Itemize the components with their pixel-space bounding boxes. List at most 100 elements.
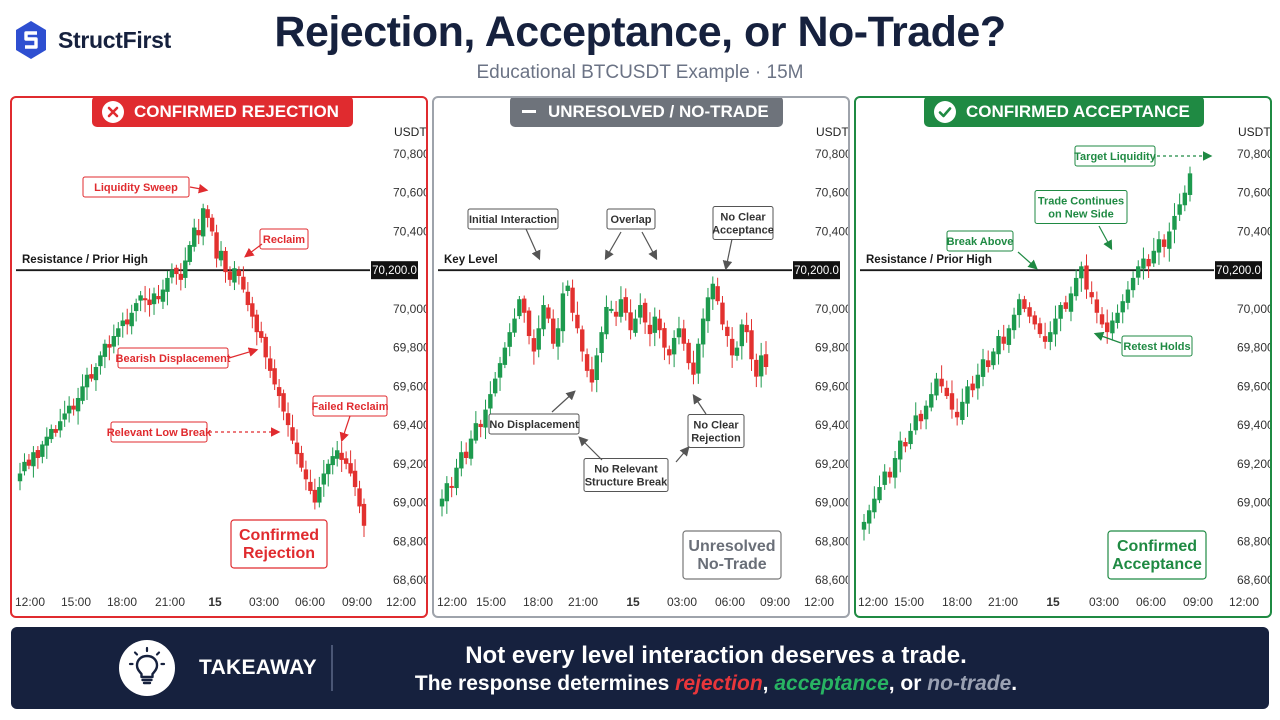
x-tick-label: 21:00 [568,595,598,609]
candle-body [526,310,532,337]
annotation-box [946,230,1014,252]
candle-body [985,360,991,367]
annotation-label: No Clear [693,420,739,432]
candle-body [734,347,740,356]
x-tick-label: 03:00 [667,595,697,609]
annotation-label: No Clear [720,212,766,224]
x-tick-label: 15 [1046,595,1060,609]
annotation-label: Bearish Displacement [116,353,231,365]
annotation-box [1074,145,1156,167]
candle-body [647,324,653,335]
candle-body [272,368,277,385]
candle-body [872,498,877,513]
candle-body [330,456,335,466]
annotation-arrow [1093,331,1122,344]
candle-body [934,378,939,396]
candle-body [991,351,996,366]
candle-body [918,413,924,422]
candle-body [939,378,944,387]
candle-body [1073,277,1079,297]
annotation-box [606,208,656,230]
takeaway-word-rejection: rejection [675,672,763,695]
candle-body [89,374,94,379]
level-price-label: 70,200.0 [1216,265,1261,277]
annotation-box [1121,335,1193,357]
candle-body [1032,315,1037,325]
candle-body [517,299,522,317]
minus-icon [520,101,538,123]
y-tick-label: 69,000.0 [393,496,428,510]
candle-body [125,319,130,325]
candle-body [710,283,716,300]
candle-body [165,277,170,292]
candle-body [1187,173,1193,195]
candle-body [613,311,619,317]
candle-body [439,498,445,507]
candle-body [459,452,464,469]
y-tick-label: 69,800.0 [1237,341,1272,355]
candle-body [970,383,975,391]
y-tick-label: 69,600.0 [815,379,850,393]
y-tick-label: 69,800.0 [393,341,428,355]
candle-body [662,328,667,348]
candle-body [1167,231,1172,249]
candle-body [638,305,643,318]
y-tick-label: 68,600.0 [815,573,850,587]
candle-body [483,409,488,428]
candle-body [348,463,353,474]
x-tick-label: 15 [626,595,640,609]
candle-body [174,267,179,275]
candle-body [570,287,575,313]
candle-body [49,428,54,440]
candle-body [196,230,201,236]
candle-body [40,444,45,457]
no-trade-chart: USDT 70,800.0 70,600.0 70,400.0 70,000.0 69,8… [437,125,850,609]
annotation-arrow [641,231,658,261]
x-tick-label: 06:00 [715,595,745,609]
candle-body [882,471,887,485]
candle-body [1011,314,1017,331]
annotation-arrow [692,394,707,415]
takeaway-detail: The response determines rejection, accep… [341,672,1091,696]
y-tick-label: 68,600.0 [393,573,428,587]
y-tick-label: 69,400.0 [815,418,850,432]
rejection-chart: USDT 70,800.0 70,600.0 70,400.0 70,000.0 69,8… [15,125,428,609]
candle-body [326,463,331,475]
annotation-box [467,208,559,230]
candle-body [281,393,286,412]
annotation-arrow [244,243,263,258]
candle-body [1099,314,1105,325]
candle-body [160,289,166,302]
candle-body [308,481,313,491]
candle-body [696,343,701,374]
candle-body [609,308,614,311]
y-axis-unit: USDT [1238,125,1271,139]
candle-body [575,314,580,329]
candle-body [1130,277,1136,291]
verdict-label: No-Trade [697,556,766,573]
candle-body [138,295,143,301]
candle-body [555,328,561,347]
x-tick-label: 03:00 [249,595,279,609]
candle-body [129,312,134,327]
candle-body [1115,312,1120,323]
candle-body [671,337,677,355]
candle-body [236,270,242,276]
y-tick-label: 69,400.0 [393,418,428,432]
candle-body [546,307,551,319]
x-tick-label: 21:00 [155,595,185,609]
y-tick-label: 69,600.0 [393,379,428,393]
candle-body [892,458,898,478]
brand-name: StructFirst [58,26,171,53]
verdict-box [230,519,328,569]
candle-body [147,299,152,306]
candle-body [1079,266,1084,279]
x-tick-label: 18:00 [523,595,553,609]
candle-body [133,303,139,312]
annotation-label: No Displacement [489,419,579,431]
candle-body [676,328,682,338]
candle-body [877,487,882,501]
candle-body [492,378,498,394]
x-tick-label: 15:00 [61,595,91,609]
candle-body [1042,336,1048,342]
